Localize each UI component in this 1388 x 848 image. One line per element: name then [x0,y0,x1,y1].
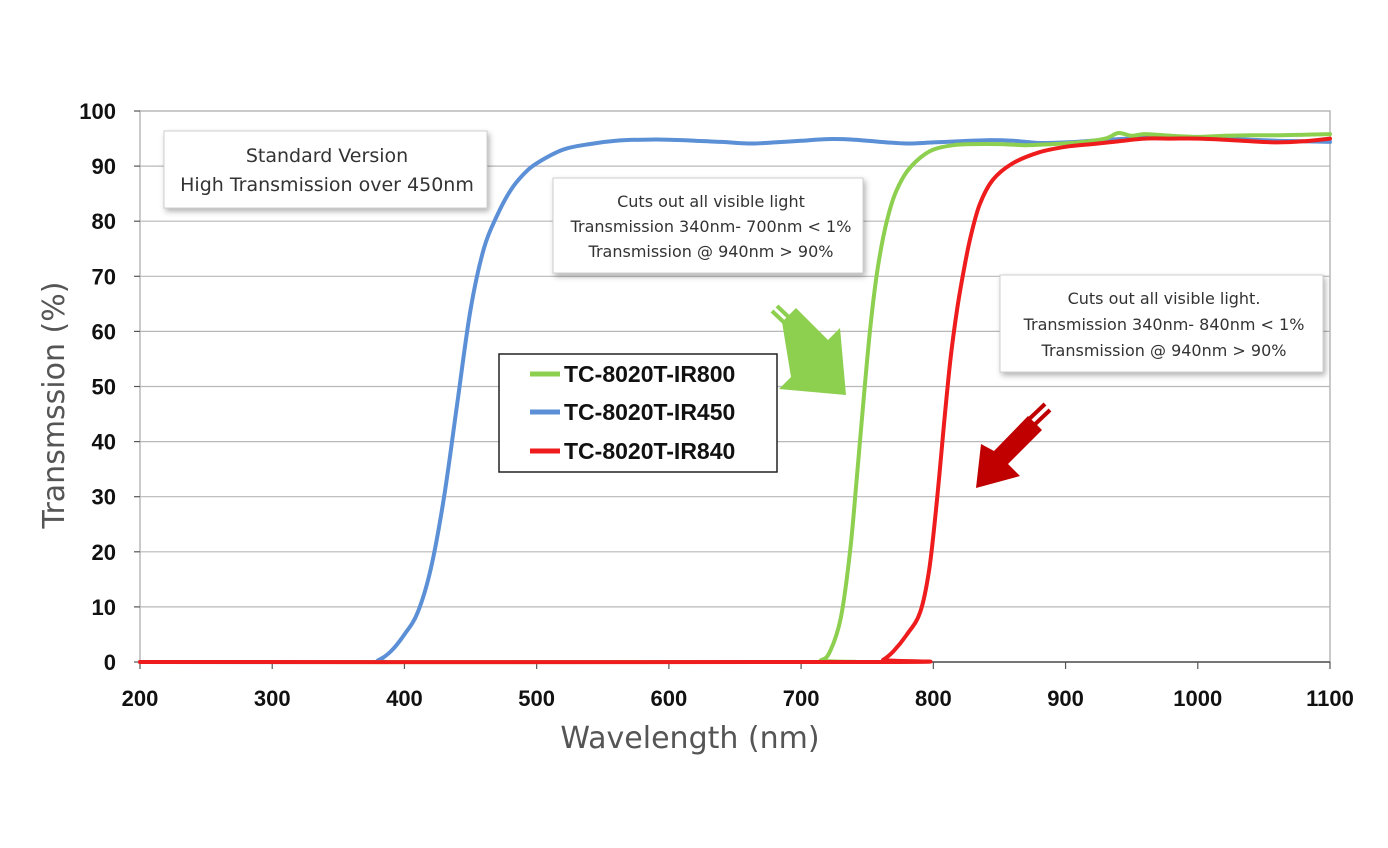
x-tick-label: 900 [1047,686,1084,711]
legend: TC-8020T-IR800 TC-8020T-IR450 TC-8020T-I… [498,353,778,473]
y-tick-label: 90 [92,154,116,179]
annotation-line: High Transmission over 450nm [180,174,474,196]
annotation-line: Transmission 340nm- 700nm < 1% [570,217,852,236]
annotation-line: Standard Version [246,145,408,167]
y-axis-title: Transmssion (%) [37,282,72,530]
x-tick-label: 200 [122,686,159,711]
legend-label-ir840: TC-8020T-IR840 [564,438,735,464]
arrow-red-icon [976,402,1052,488]
annotation-line: Transmission @ 940nm > 90% [1041,341,1287,360]
annotation-line: Cuts out all visible light. [1068,289,1261,308]
legend-label-ir800: TC-8020T-IR800 [564,361,735,387]
annotation-line: Transmission 340nm- 840nm < 1% [1023,315,1305,334]
y-tick-label: 40 [92,430,116,455]
x-tick-label: 700 [783,686,820,711]
annotation-ir800: Cuts out all visible light Transmission … [552,177,864,274]
x-tick-label: 500 [518,686,555,711]
y-tick-label: 100 [79,99,116,124]
y-tick-label: 60 [92,319,116,344]
annotation-box [163,130,488,209]
x-axis-title: Wavelength (nm) [560,721,819,756]
y-axis-ticks: 0 10 20 30 40 50 60 70 80 90 100 [79,99,140,675]
x-tick-label: 1100 [1306,686,1354,711]
annotation-line: Transmission @ 940nm > 90% [588,242,834,261]
y-tick-label: 20 [92,540,116,565]
series-line-tc-8020t-ir800 [138,130,1332,665]
x-axis-ticks: 200 300 400 500 600 700 800 900 1000 1100 [122,662,1354,711]
arrow-green-icon [770,304,846,395]
x-tick-label: 800 [915,686,952,711]
annotation-line: Cuts out all visible light [617,192,805,211]
arrow-body [976,416,1042,488]
x-tick-label: 400 [386,686,423,711]
x-tick-label: 300 [254,686,291,711]
y-tick-label: 10 [92,595,116,620]
arrow-body [779,308,846,395]
annotation-ir840: Cuts out all visible light. Transmission… [999,274,1324,373]
y-tick-label: 50 [92,375,116,400]
annotation-box [999,274,1324,373]
y-tick-label: 0 [104,650,116,675]
legend-label-ir450: TC-8020T-IR450 [564,399,735,425]
series-line-tc-8020t-ir840 [138,136,1332,665]
y-tick-label: 80 [92,209,116,234]
series-lines [138,130,1332,665]
x-tick-label: 600 [651,686,688,711]
annotation-box [552,177,864,274]
y-tick-label: 30 [92,485,116,510]
x-tick-label: 1000 [1173,686,1222,711]
y-tick-label: 70 [92,264,116,289]
annotation-standard-version: Standard Version High Transmission over … [163,130,488,209]
